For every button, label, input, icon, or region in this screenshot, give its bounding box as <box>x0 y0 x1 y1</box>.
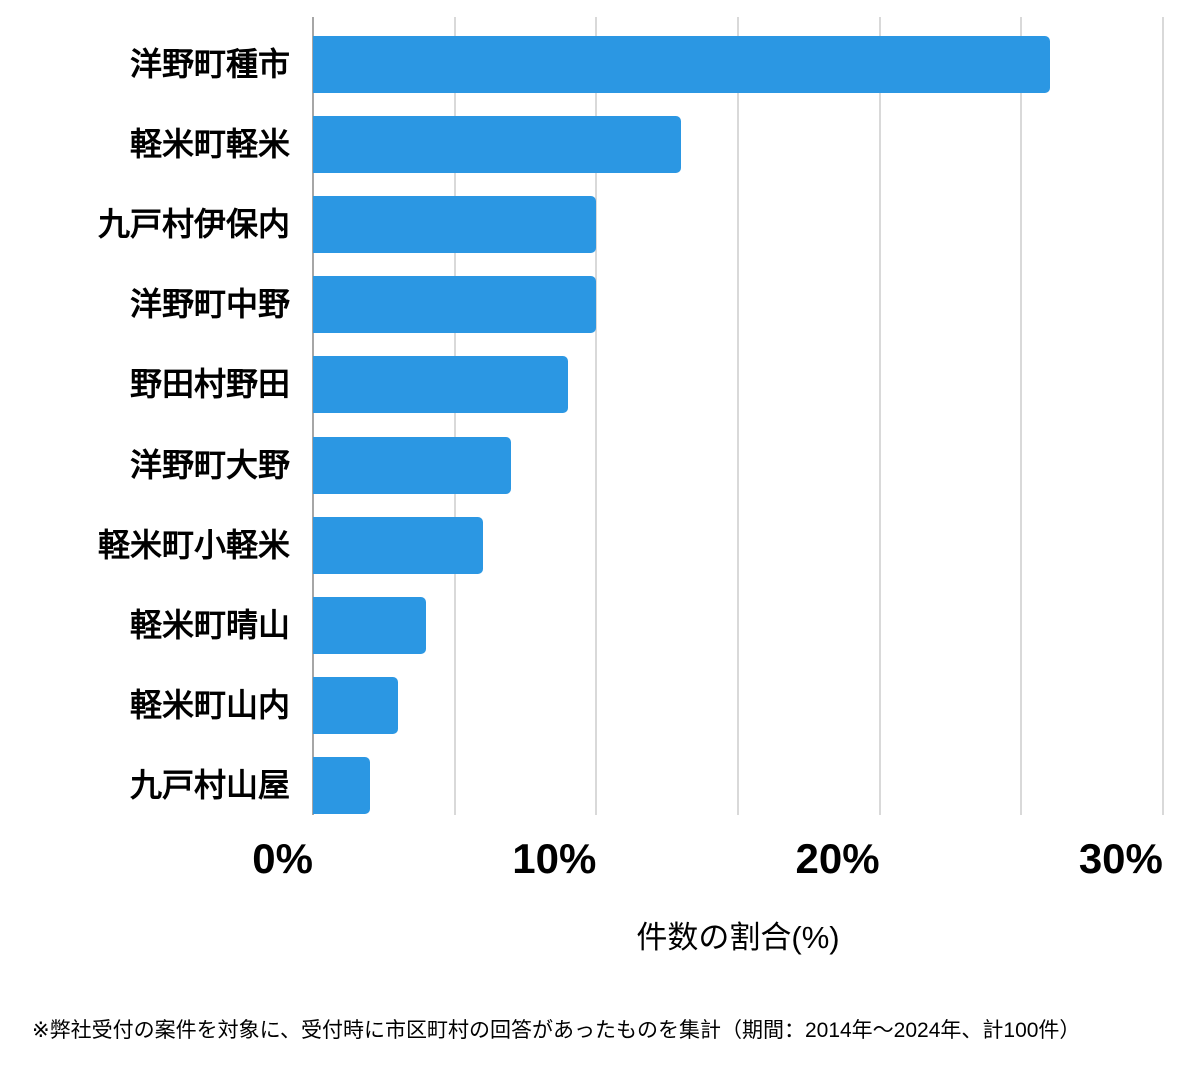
x-gridline-25 <box>1020 17 1023 815</box>
bar <box>313 195 597 253</box>
x-tick-label: 20% <box>795 835 880 882</box>
category-label: 洋野町大野 <box>129 446 290 483</box>
category-label: 軽米町山内 <box>129 687 290 724</box>
category-label: 野田村野田 <box>129 366 290 403</box>
x-axis-title: 件数の割合(%) <box>636 920 840 955</box>
y-axis-line <box>312 17 314 815</box>
footnote: ※弊社受付の案件を対象に、受付時に市区町村の回答があったものを集計（期間：201… <box>32 1019 1081 1042</box>
category-label: 九戸村山屋 <box>129 767 290 804</box>
category-label: 軽米町小軽米 <box>97 526 290 563</box>
category-label: 九戸村伊保内 <box>97 205 290 242</box>
x-gridline-20 <box>878 17 881 815</box>
bar <box>313 115 682 173</box>
category-label: 軽米町軽米 <box>129 125 290 162</box>
x-gridline-5 <box>453 17 456 815</box>
bar <box>313 596 427 654</box>
x-gridline-15 <box>736 17 739 815</box>
x-tick-label: 30% <box>1078 835 1163 882</box>
category-label: 軽米町晴山 <box>129 606 290 643</box>
x-tick-label: 10% <box>512 835 597 882</box>
bar <box>313 677 398 735</box>
category-label: 洋野町中野 <box>129 286 290 323</box>
x-gridline-10 <box>595 17 598 815</box>
category-label: 洋野町種市 <box>129 45 290 82</box>
bar <box>313 757 370 815</box>
bar <box>313 436 512 494</box>
bar <box>313 516 483 574</box>
bar <box>313 35 1050 93</box>
bar <box>313 276 597 334</box>
x-gridline-30 <box>1161 17 1164 815</box>
bar <box>313 356 568 414</box>
x-tick-label: 0% <box>252 835 313 882</box>
